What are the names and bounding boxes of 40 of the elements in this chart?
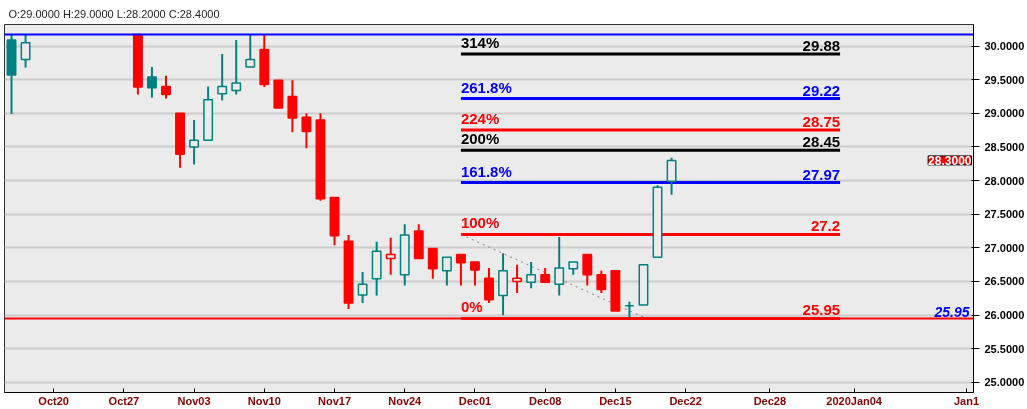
x-tick-label: Nov10 <box>247 394 281 407</box>
data-label: 27.97 <box>802 165 841 183</box>
y-tick-label: 30.0000 <box>984 40 1025 53</box>
data-label: 29.88 <box>802 37 841 55</box>
series-label: 314% <box>460 34 500 52</box>
x-tick-label: Dec28 <box>753 394 787 407</box>
x-tick-label: Dec01 <box>458 394 492 407</box>
data-label: 28.75 <box>802 113 841 131</box>
data-label: 28.45 <box>802 133 841 151</box>
x-tick-label: Jan1 <box>953 394 980 407</box>
x-tick-label: Nov24 <box>388 394 423 407</box>
x-tick-label: Dec22 <box>669 394 702 407</box>
series-label: 161.8% <box>460 162 512 180</box>
text: O:29.0000 H:29.0000 L:28.2000 C:28.4000 <box>8 7 220 20</box>
y-tick-label: 28.0000 <box>984 174 1025 187</box>
y-tick-label: 29.5000 <box>984 73 1025 86</box>
series-label: 200% <box>460 130 500 148</box>
x-tick-label: Dec08 <box>528 394 562 407</box>
y-tick-label: 29.0000 <box>984 107 1025 120</box>
x-tick-label: Oct20 <box>38 394 69 407</box>
series-label: 224% <box>460 110 500 128</box>
y-tick-label: 28.5000 <box>984 140 1025 153</box>
series-label: 100% <box>460 214 500 232</box>
y-tick-label: 25.0000 <box>984 376 1025 389</box>
data-label: 29.22 <box>802 81 841 99</box>
y-tick-label: 27.0000 <box>984 241 1025 254</box>
ref-line-label: 25.95 <box>933 304 970 321</box>
x-tick-label: Dec15 <box>599 394 632 407</box>
data-label: 25.95 <box>802 301 841 319</box>
y-tick-label: 26.5000 <box>984 275 1025 288</box>
y-tick-label: 25.5000 <box>984 342 1025 355</box>
x-tick-label: Nov03 <box>177 394 211 407</box>
data-label: 27.2 <box>810 217 841 235</box>
series-label: 261.8% <box>460 78 512 96</box>
y-tick-label: 27.5000 <box>984 208 1025 221</box>
y-tick-label: 26.0000 <box>984 309 1025 322</box>
x-tick-label: Nov17 <box>318 394 352 407</box>
x-tick-label: 2020Jan04 <box>826 394 883 407</box>
series-label: 0% <box>460 298 483 316</box>
x-tick-label: Oct27 <box>108 394 140 407</box>
